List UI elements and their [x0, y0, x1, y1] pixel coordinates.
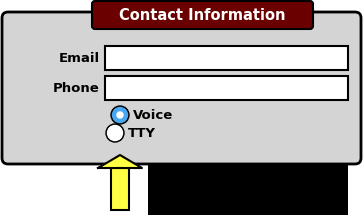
- FancyBboxPatch shape: [2, 12, 361, 164]
- Circle shape: [111, 106, 129, 124]
- FancyBboxPatch shape: [105, 46, 348, 70]
- Text: Voice: Voice: [133, 109, 173, 121]
- Circle shape: [106, 124, 124, 142]
- FancyBboxPatch shape: [92, 1, 313, 29]
- Circle shape: [113, 107, 127, 123]
- FancyBboxPatch shape: [111, 168, 129, 210]
- Text: Phone: Phone: [53, 81, 100, 95]
- Text: Email: Email: [59, 52, 100, 65]
- FancyBboxPatch shape: [148, 165, 348, 215]
- Circle shape: [117, 112, 123, 118]
- Text: TTY: TTY: [128, 127, 156, 139]
- Circle shape: [107, 125, 122, 141]
- Text: Contact Information: Contact Information: [119, 8, 286, 24]
- FancyBboxPatch shape: [105, 76, 348, 100]
- Polygon shape: [98, 155, 142, 168]
